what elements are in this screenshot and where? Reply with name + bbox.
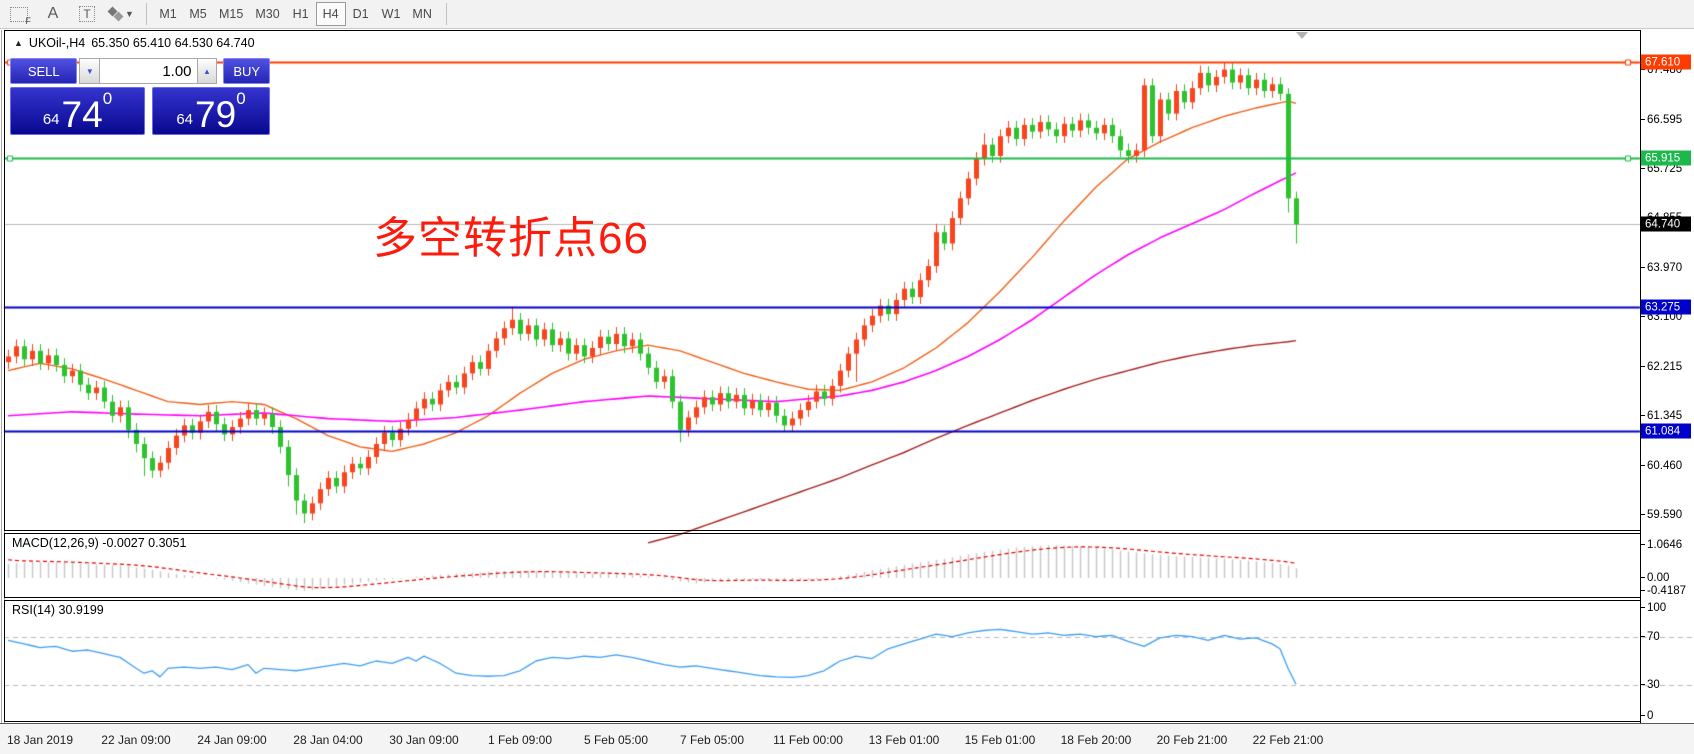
time-axis-label: 22 Jan 09:00 xyxy=(101,733,171,747)
rsi-axis-label: 30 xyxy=(1647,679,1660,691)
sell-quote[interactable]: 64 74 0 xyxy=(10,87,145,135)
rsi-axis-label: 100 xyxy=(1647,602,1667,614)
tick-mark xyxy=(1641,415,1645,416)
macd-axis-label: 1.0646 xyxy=(1647,539,1683,551)
buy-pipette: 0 xyxy=(236,89,246,108)
tick-mark xyxy=(1641,366,1645,367)
rsi-axis-label: 0 xyxy=(1647,710,1654,722)
price-tick-label: 65.725 xyxy=(1647,163,1683,175)
shapes-icon[interactable]: ▼ xyxy=(106,2,136,26)
time-axis-label: 28 Jan 04:00 xyxy=(293,733,363,747)
tick-mark xyxy=(1641,316,1645,317)
toolbar-separator xyxy=(146,3,147,25)
symbol-title: UKOil-,H4 xyxy=(28,36,86,50)
timeframe-button-h1[interactable]: H1 xyxy=(292,7,309,21)
tick-mark xyxy=(1641,577,1645,578)
volume-increase-button[interactable]: ▲ xyxy=(196,58,218,84)
time-axis-label: 18 Feb 20:00 xyxy=(1060,733,1132,747)
expert-grid-icon[interactable]: F xyxy=(4,2,34,26)
price-axis-separator[interactable] xyxy=(1640,30,1641,724)
panel-grip-2[interactable] xyxy=(4,30,5,754)
volume-input[interactable]: 1.00 xyxy=(100,58,197,84)
price-level-badge: 67.610 xyxy=(1641,54,1691,70)
toolbar: F A T ▼ M1 M5 M15 M30 H1 H4 D1 W1 MN xyxy=(0,0,1694,29)
tick-mark xyxy=(1641,544,1645,545)
price-level-badge: 65.915 xyxy=(1641,150,1691,166)
price-tick-label: 59.590 xyxy=(1647,509,1683,521)
timeframe-button-m5[interactable]: M5 xyxy=(189,7,207,21)
text-box-icon[interactable]: T xyxy=(72,2,102,26)
time-axis[interactable]: 18 Jan 2019 22 Jan 09:00 24 Jan 09:00 28 Ja… xyxy=(0,723,1694,754)
time-axis-label: 1 Feb 09:00 xyxy=(487,733,553,747)
tick-mark xyxy=(1641,590,1645,591)
price-level-badge: 63.275 xyxy=(1641,299,1691,315)
buy-button[interactable]: BUY xyxy=(223,58,270,84)
price-tick-label: 63.970 xyxy=(1647,262,1683,274)
chart-text-annotation: 多空转折点66 xyxy=(373,214,649,263)
ohlc-values: 65.350 65.410 64.530 64.740 xyxy=(91,36,255,50)
time-axis-label: 5 Feb 05:00 xyxy=(583,733,649,747)
price-tick-label: 61.345 xyxy=(1647,410,1683,422)
tick-mark xyxy=(1641,514,1645,515)
rsi-axis-label: 70 xyxy=(1647,631,1660,643)
one-click-trade-panel: SELL ▼ 1.00 ▲ BUY 64 74 0 64 79 0 xyxy=(10,58,270,135)
time-axis-label: 24 Jan 09:00 xyxy=(197,733,267,747)
tick-mark xyxy=(1641,607,1645,608)
current-price-badge: 64.740 xyxy=(1641,216,1691,232)
timeframe-button-m15[interactable]: M15 xyxy=(219,7,244,21)
price-tick-label: 62.215 xyxy=(1647,361,1683,373)
timeframe-button-m30[interactable]: M30 xyxy=(255,7,280,21)
macd-axis-label: 0.00 xyxy=(1647,572,1670,584)
tick-mark xyxy=(1641,636,1645,637)
tick-mark xyxy=(1641,69,1645,70)
time-axis-label: 30 Jan 09:00 xyxy=(389,733,459,747)
time-axis-label: 18 Jan 2019 xyxy=(6,733,74,747)
timeframe-button-w1[interactable]: W1 xyxy=(381,7,401,21)
time-axis-label: 7 Feb 05:00 xyxy=(679,733,745,747)
sell-button[interactable]: SELL xyxy=(10,58,78,84)
tick-mark xyxy=(1641,684,1645,685)
chevron-down-icon[interactable]: ▼ xyxy=(125,9,134,19)
timeframe-button-h4[interactable]: H4 xyxy=(315,2,346,26)
tick-mark xyxy=(1641,119,1645,120)
macd-axis-label: -0.4187 xyxy=(1647,585,1687,597)
sell-pipette: 0 xyxy=(102,89,113,108)
time-axis-label: 22 Feb 21:00 xyxy=(1252,733,1324,747)
chart-title: ▲ UKOil-,H4 65.350 65.410 64.530 64.740 xyxy=(14,36,255,50)
rsi-label: RSI(14) 30.9199 xyxy=(12,603,104,617)
tick-mark xyxy=(1641,168,1645,169)
macd-label: MACD(12,26,9) -0.0027 0.3051 xyxy=(12,536,187,550)
timeframe-button-d1[interactable]: D1 xyxy=(352,7,369,21)
buy-pips: 79 xyxy=(195,93,237,135)
tick-mark xyxy=(1641,465,1645,466)
price-tick-label: 60.460 xyxy=(1647,460,1683,472)
time-axis-label: 20 Feb 21:00 xyxy=(1156,733,1228,747)
price-tick-label: 66.595 xyxy=(1647,114,1683,126)
collapse-icon[interactable]: ▲ xyxy=(14,38,23,48)
scroll-to-end-marker[interactable] xyxy=(1296,32,1308,39)
time-axis-label: 15 Feb 01:00 xyxy=(964,733,1036,747)
timeframe-button-mn[interactable]: MN xyxy=(412,7,432,21)
timeframe-button-m1[interactable]: M1 xyxy=(159,7,177,21)
buy-big-figure: 64 xyxy=(176,111,194,128)
sell-big-figure: 64 xyxy=(42,111,60,128)
chart-canvas[interactable] xyxy=(0,30,1694,754)
time-axis-label: 11 Feb 00:00 xyxy=(773,733,843,747)
tick-mark xyxy=(1641,267,1645,268)
time-axis-label: 13 Feb 01:00 xyxy=(868,733,940,747)
tick-mark xyxy=(1641,715,1645,716)
sell-pips: 74 xyxy=(61,93,103,135)
buy-quote[interactable]: 64 79 0 xyxy=(152,87,270,135)
volume-decrease-button[interactable]: ▼ xyxy=(79,58,101,84)
toolbar-separator-2 xyxy=(445,3,447,25)
panel-grip[interactable] xyxy=(1,30,2,754)
text-label-icon[interactable]: A xyxy=(47,5,59,22)
price-level-badge: 61.084 xyxy=(1641,423,1691,439)
chart-window: ▲ UKOil-,H4 65.350 65.410 64.530 64.740 … xyxy=(0,30,1694,754)
